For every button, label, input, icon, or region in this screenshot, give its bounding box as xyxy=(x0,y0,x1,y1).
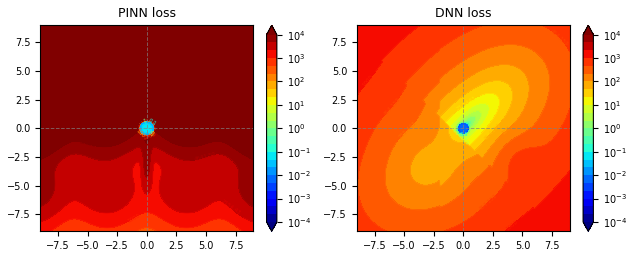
Text: 2154.43: 2154.43 xyxy=(220,199,241,216)
Text: 100: 100 xyxy=(501,125,513,135)
PathPatch shape xyxy=(267,222,277,231)
Text: 10: 10 xyxy=(447,124,456,132)
Text: 464.159: 464.159 xyxy=(383,96,401,116)
Text: 100: 100 xyxy=(135,128,146,139)
Text: 1000: 1000 xyxy=(505,219,519,231)
Text: 1: 1 xyxy=(143,118,147,124)
Text: 0.1: 0.1 xyxy=(459,132,468,137)
Text: 215.443: 215.443 xyxy=(397,120,417,139)
Title: DNN loss: DNN loss xyxy=(435,7,492,20)
Text: 10: 10 xyxy=(148,129,157,138)
Text: 1000: 1000 xyxy=(142,131,157,141)
Text: 1000: 1000 xyxy=(126,212,141,223)
Text: 46.4159: 46.4159 xyxy=(483,122,502,142)
Title: PINN loss: PINN loss xyxy=(118,7,176,20)
Text: 4.64159: 4.64159 xyxy=(450,127,470,146)
Text: 1: 1 xyxy=(456,132,461,138)
PathPatch shape xyxy=(267,25,277,35)
Text: 21.5443: 21.5443 xyxy=(455,95,477,112)
Text: 464.159: 464.159 xyxy=(549,28,570,47)
Text: 4641.59: 4641.59 xyxy=(193,152,216,162)
PathPatch shape xyxy=(583,25,593,35)
Text: 10000: 10000 xyxy=(77,139,96,148)
Text: 1000: 1000 xyxy=(362,74,374,88)
PathPatch shape xyxy=(583,222,593,231)
Text: 0.1: 0.1 xyxy=(147,118,157,127)
Text: 464.159: 464.159 xyxy=(478,193,499,212)
